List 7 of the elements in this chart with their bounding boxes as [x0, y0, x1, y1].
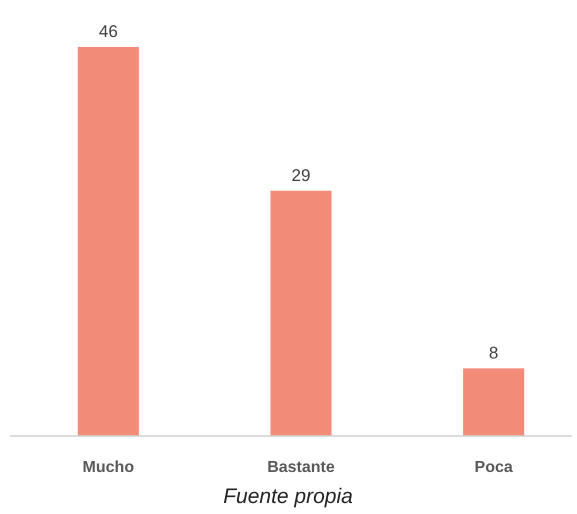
data-label: 8: [488, 343, 498, 362]
x-tick-label: Bastante: [267, 459, 335, 476]
data-label: 29: [292, 166, 310, 185]
x-tick-label: Mucho: [82, 459, 134, 476]
data-label: 46: [98, 22, 118, 41]
x-tick-label: Poca: [474, 459, 513, 476]
source-note: Fuente propia: [223, 485, 353, 508]
